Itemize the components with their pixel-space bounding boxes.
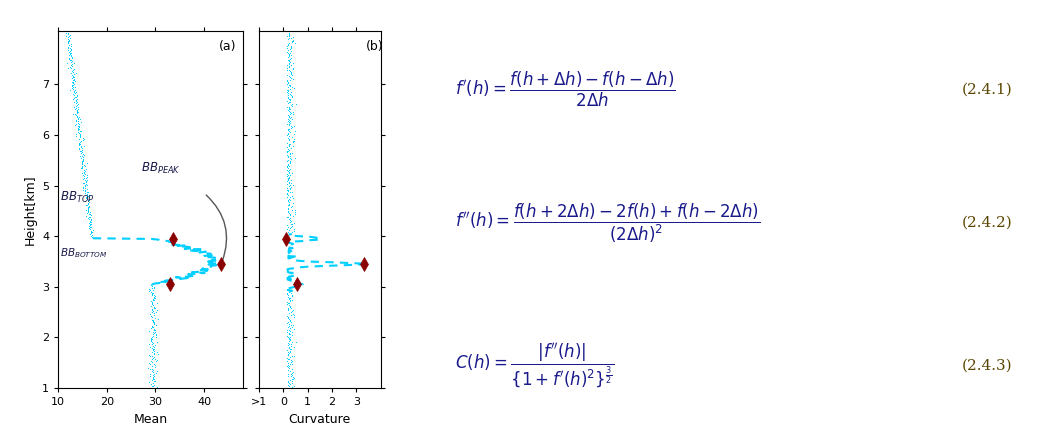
Text: $BB_{TOP}$: $BB_{TOP}$ [60,190,94,205]
Text: (2.4.1): (2.4.1) [962,82,1013,96]
Text: (2.4.3): (2.4.3) [962,359,1013,373]
Y-axis label: Height[km]: Height[km] [23,174,36,245]
X-axis label: Mean: Mean [133,413,168,425]
Text: $f'(h)=\dfrac{f(h+\Delta h)-f(h-\Delta h)}{2\Delta h}$: $f'(h)=\dfrac{f(h+\Delta h)-f(h-\Delta h… [455,70,675,109]
X-axis label: Curvature: Curvature [289,413,351,425]
Text: $BB_{PEAK}$: $BB_{PEAK}$ [142,161,181,176]
Text: $BB_{BOTTOM}$: $BB_{BOTTOM}$ [60,246,108,260]
Text: (2.4.2): (2.4.2) [962,216,1013,230]
Text: (a): (a) [219,40,237,53]
Text: $C(h)=\dfrac{|f''(h)|}{\left\{1+f'(h)^2\right\}^{\frac{3}{2}}}$: $C(h)=\dfrac{|f''(h)|}{\left\{1+f'(h)^2\… [455,342,614,390]
Text: $f''(h)=\dfrac{f(h+2\Delta h)-2f(h)+f(h-2\Delta h)}{(2\Delta h)^2}$: $f''(h)=\dfrac{f(h+2\Delta h)-2f(h)+f(h-… [455,201,760,245]
Text: (b): (b) [366,40,384,53]
